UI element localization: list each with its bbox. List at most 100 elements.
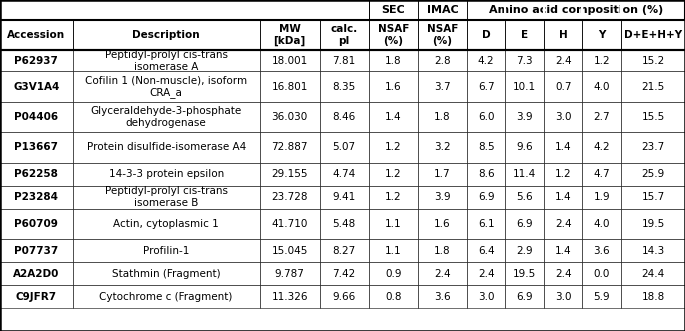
Bar [369, 50, 418, 71]
Text: 15.045: 15.045 [271, 246, 308, 256]
Text: 3.9: 3.9 [434, 192, 451, 202]
Bar [544, 102, 582, 132]
Bar [418, 0, 467, 20]
Bar [418, 209, 467, 239]
Bar [369, 262, 418, 285]
Text: 5.6: 5.6 [516, 192, 533, 202]
Bar [582, 262, 621, 285]
Bar [418, 50, 467, 71]
Text: 1.2: 1.2 [385, 169, 401, 179]
Text: Profilin-1: Profilin-1 [143, 246, 189, 256]
Bar [260, 186, 319, 209]
Bar [369, 239, 418, 262]
Bar [319, 239, 369, 262]
Text: 3.6: 3.6 [593, 246, 610, 256]
Bar [418, 102, 467, 132]
Bar [582, 20, 621, 50]
Bar [0, 20, 73, 50]
Bar [319, 163, 369, 186]
Text: D: D [482, 30, 490, 40]
Text: 2.8: 2.8 [434, 56, 451, 66]
Bar [260, 50, 319, 71]
Bar [0, 132, 73, 163]
Text: MW
[kDa]: MW [kDa] [273, 24, 306, 46]
Text: 19.5: 19.5 [513, 268, 536, 278]
Bar [467, 262, 506, 285]
Bar [0, 239, 73, 262]
Text: 19.5: 19.5 [641, 219, 664, 229]
Bar [582, 186, 621, 209]
Text: 6.9: 6.9 [516, 219, 533, 229]
Bar [73, 163, 260, 186]
Bar [621, 71, 685, 102]
Bar [0, 102, 73, 132]
Bar [369, 285, 418, 308]
Text: 15.5: 15.5 [641, 112, 664, 122]
Text: A2A2D0: A2A2D0 [13, 268, 60, 278]
Text: 2.4: 2.4 [434, 268, 451, 278]
Bar [544, 285, 582, 308]
Bar [0, 262, 73, 285]
Bar [506, 285, 544, 308]
Text: 1.4: 1.4 [385, 112, 401, 122]
Bar [467, 285, 506, 308]
Bar [467, 132, 506, 163]
Text: G3V1A4: G3V1A4 [13, 82, 60, 92]
Text: 6.7: 6.7 [478, 82, 495, 92]
Text: 7.3: 7.3 [516, 56, 533, 66]
Text: 25.9: 25.9 [641, 169, 664, 179]
Text: 8.27: 8.27 [332, 246, 356, 256]
Bar [0, 285, 73, 308]
Bar [544, 50, 582, 71]
Bar [73, 50, 260, 71]
Text: P07737: P07737 [14, 246, 58, 256]
Bar [0, 186, 73, 209]
Text: calc.
pI: calc. pI [330, 24, 358, 46]
Text: H: H [559, 30, 568, 40]
Bar [319, 0, 369, 20]
Text: 4.2: 4.2 [478, 56, 495, 66]
Bar [467, 239, 506, 262]
Bar [467, 50, 506, 71]
Bar [621, 163, 685, 186]
Text: 4.0: 4.0 [593, 219, 610, 229]
Text: 6.0: 6.0 [478, 112, 495, 122]
Text: E: E [521, 30, 528, 40]
Text: 1.9: 1.9 [593, 192, 610, 202]
Bar [73, 102, 260, 132]
Bar [418, 186, 467, 209]
Bar [582, 102, 621, 132]
Bar [260, 209, 319, 239]
Text: 1.8: 1.8 [434, 246, 451, 256]
Bar [506, 239, 544, 262]
Bar [621, 132, 685, 163]
Bar [418, 163, 467, 186]
Bar [621, 209, 685, 239]
Bar [418, 285, 467, 308]
Bar [319, 262, 369, 285]
Text: 8.5: 8.5 [478, 142, 495, 153]
Bar [369, 71, 418, 102]
Bar [418, 239, 467, 262]
Text: 4.74: 4.74 [332, 169, 356, 179]
Text: 5.07: 5.07 [332, 142, 356, 153]
Bar [467, 0, 685, 20]
Bar [544, 71, 582, 102]
Bar [506, 50, 544, 71]
Text: 18.8: 18.8 [641, 292, 664, 302]
Text: 1.2: 1.2 [385, 192, 401, 202]
Bar [260, 0, 319, 20]
Bar [260, 132, 319, 163]
Text: P04406: P04406 [14, 112, 58, 122]
Bar [369, 0, 418, 20]
Text: 8.46: 8.46 [332, 112, 356, 122]
Bar [73, 132, 260, 163]
Text: 7.42: 7.42 [332, 268, 356, 278]
Text: 9.66: 9.66 [332, 292, 356, 302]
Text: P62258: P62258 [14, 169, 58, 179]
Text: 2.4: 2.4 [555, 219, 571, 229]
Text: 11.326: 11.326 [271, 292, 308, 302]
Text: IMAC: IMAC [427, 5, 458, 15]
Text: 1.2: 1.2 [593, 56, 610, 66]
Text: 2.4: 2.4 [555, 56, 571, 66]
